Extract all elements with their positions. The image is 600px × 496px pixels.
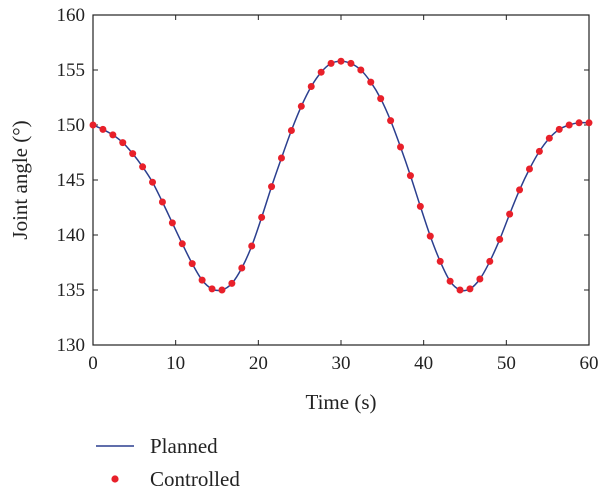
- data-point-controlled: [149, 178, 157, 186]
- data-point-controlled: [406, 172, 414, 180]
- data-point-controlled: [565, 121, 573, 129]
- legend-controlled-label: Controlled: [150, 467, 240, 491]
- data-point-controlled: [277, 154, 285, 162]
- data-point-controlled: [238, 264, 246, 272]
- data-point-controlled: [545, 134, 553, 142]
- data-point-controlled: [436, 257, 444, 265]
- data-point-controlled: [248, 242, 256, 250]
- data-point-controlled: [426, 232, 434, 240]
- x-tick-label: 10: [166, 353, 185, 374]
- data-point-controlled: [387, 117, 395, 125]
- x-tick-label: 0: [88, 353, 98, 374]
- x-tick-label: 40: [414, 353, 433, 374]
- y-tick-label: 140: [57, 225, 86, 246]
- data-point-controlled: [188, 260, 196, 268]
- y-tick-label: 135: [57, 280, 86, 301]
- x-tick-label: 20: [249, 353, 268, 374]
- series-line-planned: [92, 60, 590, 292]
- data-point-controlled: [99, 125, 107, 133]
- data-point-controlled: [466, 285, 474, 293]
- data-point-controlled: [109, 131, 117, 139]
- data-point-controlled: [168, 219, 176, 227]
- data-point-controlled: [506, 210, 514, 218]
- data-point-controlled: [129, 150, 137, 158]
- series-layer: [89, 57, 593, 294]
- data-point-controlled: [258, 213, 266, 221]
- data-point-controlled: [585, 119, 593, 127]
- data-point-controlled: [228, 279, 236, 287]
- data-point-controlled: [525, 165, 533, 173]
- data-point-controlled: [377, 95, 385, 103]
- x-tick-label: 30: [332, 353, 351, 374]
- data-point-controlled: [337, 57, 345, 65]
- y-axis-label: Joint angle (°): [8, 120, 32, 239]
- data-point-controlled: [456, 286, 464, 294]
- data-point-controlled: [198, 276, 206, 284]
- data-point-controlled: [287, 127, 295, 134]
- data-point-controlled: [178, 240, 186, 248]
- data-point-controlled: [327, 59, 335, 67]
- legend-planned-label: Planned: [150, 434, 218, 458]
- legend: Planned Controlled: [96, 434, 240, 491]
- data-point-controlled: [535, 147, 543, 155]
- y-tick-label: 155: [57, 60, 86, 81]
- data-point-controlled: [268, 183, 276, 191]
- x-tick-label: 50: [497, 353, 516, 374]
- y-tick-label: 150: [57, 115, 86, 136]
- data-point-controlled: [297, 102, 305, 110]
- data-point-controlled: [367, 78, 375, 86]
- data-point-controlled: [575, 119, 583, 127]
- y-tick-label: 130: [57, 335, 86, 356]
- data-point-controlled: [208, 285, 216, 293]
- data-point-controlled: [317, 68, 325, 76]
- data-point-controlled: [486, 257, 494, 265]
- data-point-controlled: [416, 202, 424, 210]
- data-point-controlled: [397, 143, 405, 151]
- data-point-controlled: [119, 139, 127, 147]
- data-point-controlled: [476, 275, 484, 283]
- data-point-controlled: [158, 198, 166, 206]
- data-point-controlled: [89, 121, 97, 129]
- data-point-controlled: [347, 59, 355, 67]
- data-point-controlled: [496, 235, 504, 243]
- data-point-controlled: [555, 125, 563, 133]
- data-point-controlled: [139, 163, 147, 171]
- y-tick-label: 145: [57, 170, 86, 191]
- x-tick-label: 60: [580, 353, 599, 374]
- data-point-controlled: [307, 83, 315, 90]
- x-axis-label: Time (s): [306, 390, 377, 414]
- legend-controlled-swatch: [111, 475, 119, 483]
- y-tick-label: 160: [57, 5, 86, 26]
- data-point-controlled: [446, 277, 454, 285]
- data-point-controlled: [357, 66, 365, 74]
- data-point-controlled: [516, 186, 524, 194]
- data-point-controlled: [218, 286, 226, 294]
- ticks-layer: 0 10 20 30 40 50 60 130 135 140 145 150 155 160: [57, 5, 599, 374]
